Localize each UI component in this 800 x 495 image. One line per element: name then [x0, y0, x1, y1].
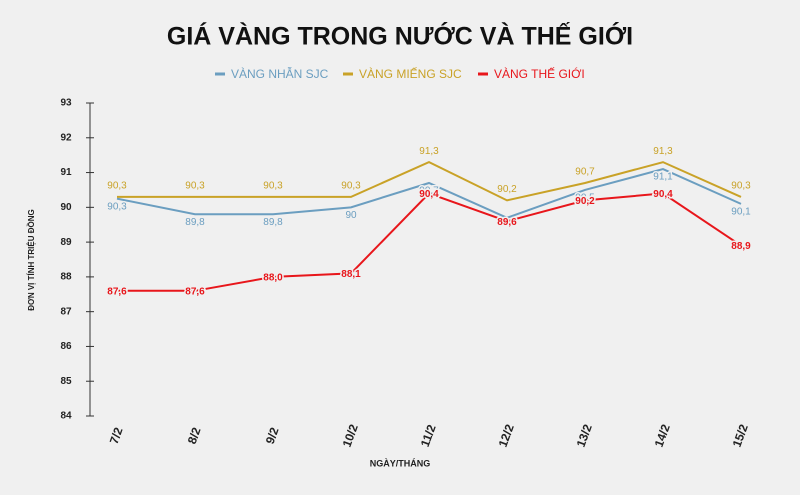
legend-label: VÀNG NHẪN SJC [231, 66, 329, 81]
data-label: 88,1 [341, 269, 361, 280]
x-tick-label: 7/2 [107, 425, 126, 446]
y-tick-label: 87 [60, 306, 72, 317]
data-label: 90 [345, 210, 357, 221]
data-label: 91,3 [419, 146, 439, 157]
data-label: 90,3 [263, 181, 283, 192]
x-tick-label: 13/2 [574, 422, 595, 449]
y-tick-label: 93 [60, 98, 72, 109]
data-label: 89,8 [185, 217, 205, 228]
series-line [117, 161, 742, 202]
x-tick-label: 12/2 [496, 422, 517, 449]
chart-title: GIÁ VÀNG TRONG NƯỚC VÀ THẾ GIỚI [167, 21, 633, 51]
data-label: 90,7 [575, 167, 595, 178]
series-line [116, 168, 742, 219]
data-label: 90,3 [107, 181, 127, 192]
x-axis-label: NGÀY/THÁNG [370, 458, 431, 468]
data-label: 87,6 [185, 286, 205, 297]
data-label: 90,4 [419, 189, 439, 200]
y-tick-label: 85 [60, 376, 72, 387]
data-label: 91,1 [653, 172, 673, 183]
data-label: 90,3 [731, 181, 751, 192]
series-line [117, 192, 742, 292]
x-tick-label: 8/2 [185, 425, 204, 446]
y-tick-label: 89 [60, 237, 72, 248]
data-label: 90,2 [575, 196, 595, 207]
data-label: 89,8 [263, 217, 283, 228]
y-tick-label: 88 [60, 272, 72, 283]
legend-label: VÀNG THẾ GIỚI [494, 66, 585, 81]
data-label: 90,3 [341, 181, 361, 192]
y-axis-label: ĐƠN VỊ TÍNH TRIỆU ĐỒNG [26, 209, 36, 311]
data-label: 90,1 [731, 206, 751, 217]
data-label: 90,3 [185, 181, 205, 192]
x-tick-label: 14/2 [652, 422, 673, 449]
data-label: 87,6 [107, 286, 127, 297]
x-tick-label: 10/2 [340, 422, 361, 449]
data-label: 88,0 [263, 273, 283, 284]
y-tick-label: 92 [60, 132, 72, 143]
y-tick-label: 86 [60, 341, 72, 352]
data-label: 90,2 [497, 184, 517, 195]
y-tick-label: 90 [60, 202, 72, 213]
y-tick-label: 84 [60, 411, 72, 422]
data-label: 90,4 [653, 189, 673, 200]
x-tick-label: 11/2 [418, 422, 439, 448]
data-label: 90,3 [107, 201, 127, 212]
legend-label: VÀNG MIẾNG SJC [359, 66, 462, 81]
data-label: 89,6 [497, 217, 517, 228]
y-tick-label: 91 [60, 167, 72, 178]
data-label: 91,3 [653, 146, 673, 157]
data-label: 88,9 [731, 241, 751, 252]
x-tick-label: 9/2 [263, 425, 282, 446]
x-tick-label: 15/2 [730, 422, 751, 449]
